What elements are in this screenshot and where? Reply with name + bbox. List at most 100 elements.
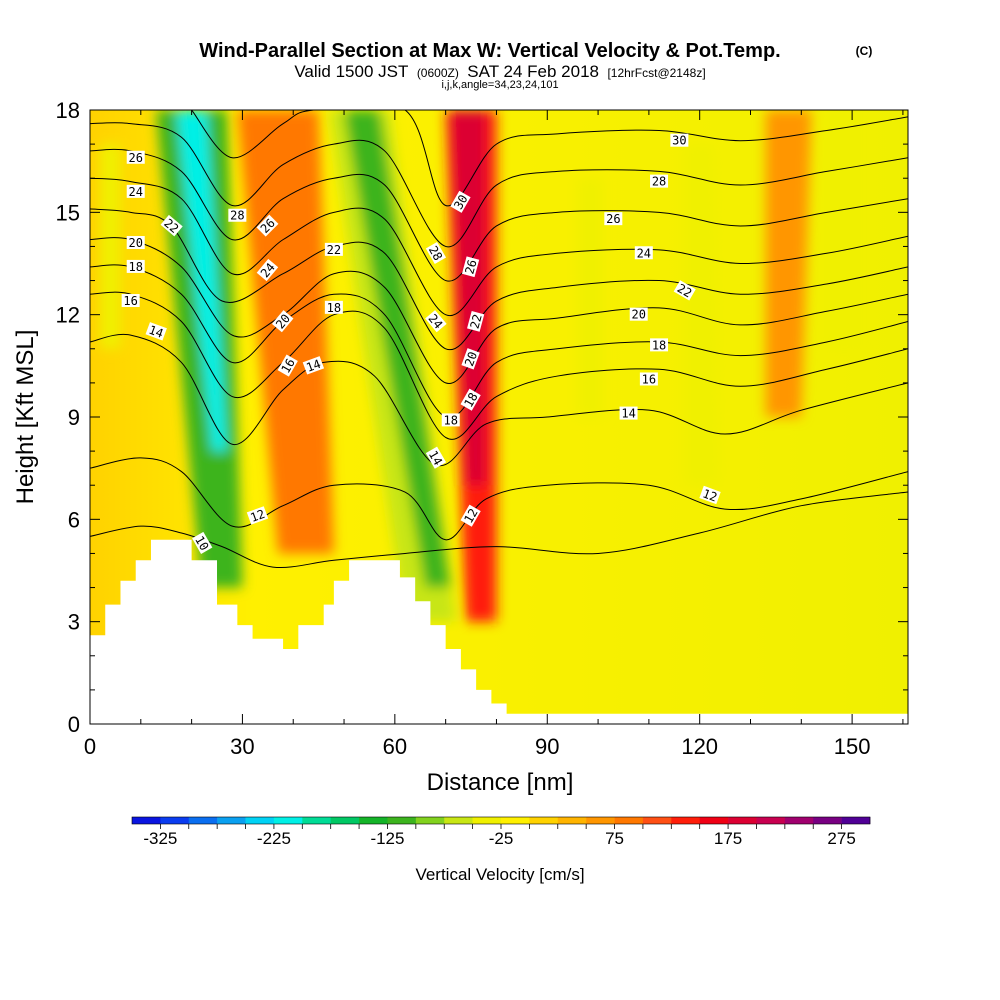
theta-label: 20 bbox=[126, 236, 145, 250]
theta-label-box bbox=[126, 236, 145, 250]
theta-label-text: 12 bbox=[461, 506, 480, 526]
colorbar-swatch bbox=[529, 817, 559, 824]
theta-label-text: 26 bbox=[606, 212, 620, 226]
colorbar-swatch bbox=[245, 817, 275, 824]
theta-label-text: 22 bbox=[327, 243, 341, 257]
theta-label: 12 bbox=[460, 504, 481, 527]
theta-label-box bbox=[126, 259, 145, 273]
theta-label-box bbox=[604, 212, 623, 226]
terrain-mask bbox=[90, 539, 908, 724]
theta-label-box bbox=[650, 174, 669, 188]
colorbar-swatch bbox=[359, 817, 388, 824]
colorbar-swatch bbox=[841, 817, 871, 824]
theta-label-box bbox=[324, 300, 343, 314]
velocity-band-7 bbox=[577, 178, 604, 417]
theta-line-12 bbox=[90, 457, 908, 541]
colorbar-swatch bbox=[728, 817, 757, 824]
theta-label: 22 bbox=[673, 280, 696, 301]
theta-label-box bbox=[256, 258, 279, 282]
theta-label-box bbox=[425, 241, 447, 265]
theta-label-text: 12 bbox=[248, 507, 266, 525]
theta-label: 12 bbox=[699, 485, 721, 505]
chart-subsubtitle: i,j,k,angle=34,23,24,101 bbox=[441, 79, 558, 91]
theta-label-box bbox=[228, 208, 247, 222]
velocity-band-10 bbox=[826, 110, 863, 349]
theta-label-text: 30 bbox=[672, 134, 686, 148]
y-tick-label: 15 bbox=[56, 200, 80, 225]
theta-label: 18 bbox=[460, 388, 481, 411]
theta-label-text: 24 bbox=[129, 185, 143, 199]
colorbar-swatch bbox=[330, 817, 360, 824]
theta-label-text: 12 bbox=[701, 486, 719, 504]
theta-label-box bbox=[441, 413, 460, 427]
colorbar-tick-label: 75 bbox=[605, 829, 624, 848]
theta-label-text: 18 bbox=[652, 338, 666, 352]
theta-label-text: 28 bbox=[230, 209, 244, 223]
theta-label-text: 30 bbox=[451, 192, 470, 212]
x-axis: 0 30 60 90 120 150 bbox=[84, 110, 904, 759]
y-tick-label: 6 bbox=[68, 507, 80, 532]
theta-label: 20 bbox=[461, 348, 480, 370]
theta-label-text: 16 bbox=[642, 372, 656, 386]
velocity-band-1 bbox=[176, 110, 228, 452]
colorbar-swatch bbox=[756, 817, 786, 824]
y-axis: 0 3 6 9 12 15 18 bbox=[56, 98, 908, 737]
theta-label: 28 bbox=[650, 174, 669, 189]
theta-label-box bbox=[461, 256, 480, 278]
theta-label: 12 bbox=[246, 506, 269, 525]
subtitle-date: SAT 24 Feb 2018 bbox=[467, 62, 599, 81]
theta-label-text: 14 bbox=[304, 357, 322, 375]
theta-label-text: 20 bbox=[631, 308, 645, 322]
theta-label-box bbox=[126, 184, 145, 198]
theta-label-box bbox=[460, 388, 481, 411]
chart-title: Wind-Parallel Section at Max W: Vertical… bbox=[199, 40, 780, 62]
theta-label: 20 bbox=[629, 307, 648, 322]
theta-label-box bbox=[650, 338, 669, 352]
theta-label-text: 14 bbox=[147, 323, 165, 341]
theta-label-text: 18 bbox=[129, 260, 143, 274]
colorbar-swatch bbox=[160, 817, 190, 824]
theta-label-box bbox=[639, 372, 658, 386]
theta-line-26 bbox=[90, 148, 908, 282]
colorbar-swatch bbox=[217, 817, 246, 824]
title-mark: (C) bbox=[856, 44, 873, 58]
theta-line-16 bbox=[90, 291, 908, 440]
chart-subtitle: Valid 1500 JST (0600Z) SAT 24 Feb 2018 [… bbox=[294, 62, 705, 81]
colorbar-tick-label: -325 bbox=[143, 829, 177, 848]
theta-label-text: 22 bbox=[675, 281, 695, 300]
theta-label-text: 28 bbox=[652, 175, 666, 189]
theta-line-18 bbox=[90, 264, 908, 419]
y-tick-label: 18 bbox=[56, 98, 80, 123]
subtitle-valid: Valid 1500 JST bbox=[294, 62, 408, 81]
theta-label: 16 bbox=[277, 354, 298, 377]
x-tick-label: 90 bbox=[535, 734, 559, 759]
theta-label-box bbox=[619, 406, 638, 420]
theta-label: 18 bbox=[324, 300, 343, 315]
theta-label: 18 bbox=[650, 338, 669, 352]
colorbar-swatch bbox=[642, 817, 672, 824]
colorbar-swatch bbox=[501, 817, 530, 824]
colorbar-swatch bbox=[586, 817, 615, 824]
colorbar-tick-label: -25 bbox=[489, 829, 514, 848]
theta-line-20 bbox=[90, 237, 908, 384]
theta-label-text: 26 bbox=[129, 151, 143, 165]
theta-label: 18 bbox=[441, 413, 460, 427]
theta-label-box bbox=[425, 446, 447, 469]
theta-label-box bbox=[460, 504, 481, 527]
y-axis-label: Height [Kft MSL] bbox=[12, 330, 39, 505]
colorbar-swatch bbox=[387, 817, 417, 824]
colorbar-swatch bbox=[614, 817, 644, 824]
theta-label: 22 bbox=[467, 310, 485, 332]
theta-label-text: 20 bbox=[129, 236, 143, 250]
colorbar-swatch bbox=[784, 817, 814, 824]
theta-label-text: 14 bbox=[426, 448, 445, 468]
theta-label-text: 14 bbox=[621, 407, 635, 421]
subtitle-forecast: [12hrFcst@2148z] bbox=[607, 66, 705, 80]
colorbar-swatch bbox=[671, 817, 700, 824]
theta-label-text: 18 bbox=[444, 413, 458, 427]
theta-label-box bbox=[246, 506, 269, 525]
colorbar-label: Vertical Velocity [cm/s] bbox=[415, 865, 584, 884]
